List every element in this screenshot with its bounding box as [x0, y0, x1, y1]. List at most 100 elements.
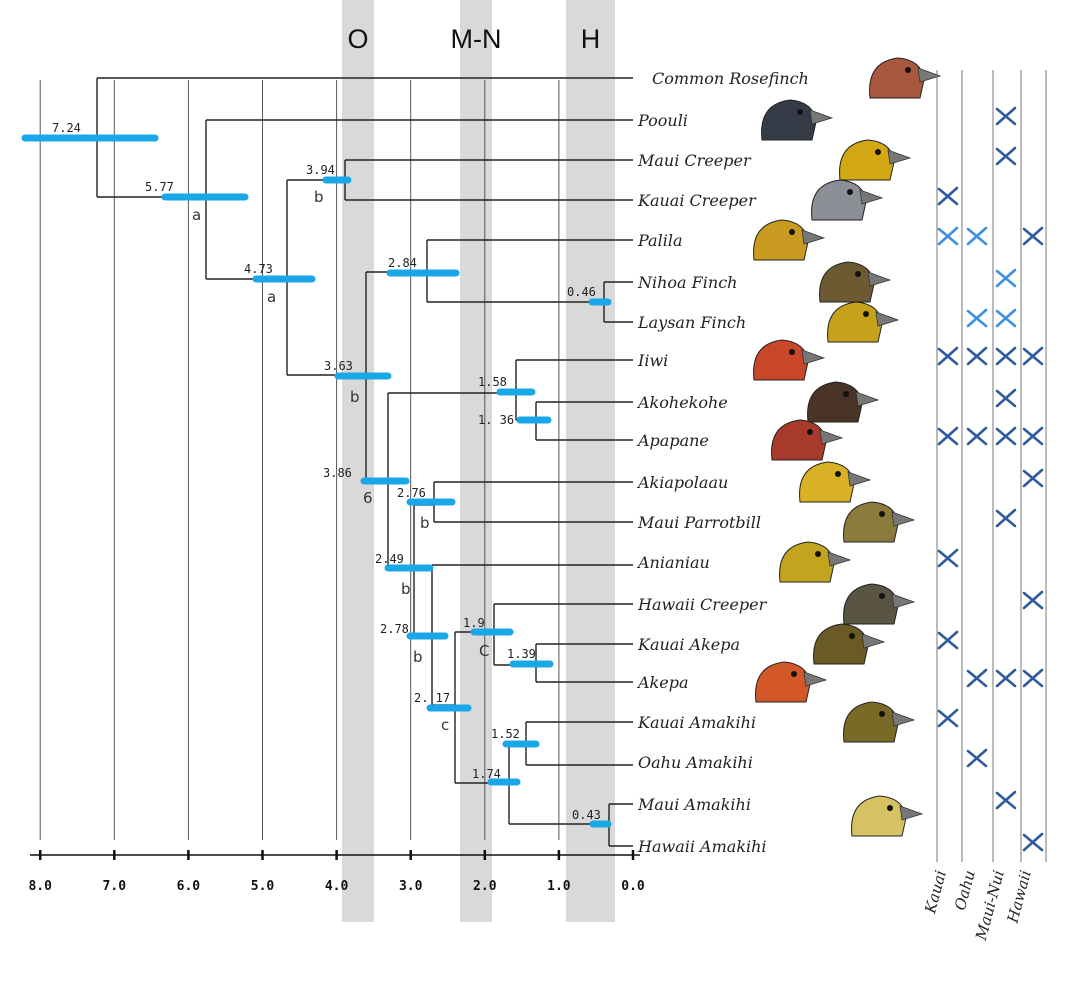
eye-icon [879, 511, 885, 517]
species-name: Akohekohe [636, 393, 728, 412]
presence-x-mark [937, 226, 959, 246]
time-band [566, 0, 615, 922]
eye-icon [905, 67, 911, 73]
presence-x-mark [937, 548, 959, 568]
species-name: Akiapolaau [636, 473, 728, 492]
species-name: Kauai Akepa [637, 635, 740, 654]
node-age-label: 1.74 [472, 767, 501, 781]
species-name: Anianiau [636, 553, 710, 572]
eye-icon [849, 633, 855, 639]
species-name: Palila [637, 231, 682, 250]
beak-icon [847, 471, 872, 487]
node-group-letter: C [479, 642, 489, 660]
node-group-letter: a [192, 206, 201, 224]
presence-x-mark [937, 346, 959, 366]
eye-icon [863, 311, 869, 317]
island-label: Oahu [951, 868, 979, 912]
time-band [460, 0, 492, 922]
node-group-letter: b [314, 188, 324, 206]
presence-x-mark [995, 508, 1017, 528]
species-name: Maui Creeper [637, 151, 752, 170]
eye-icon [843, 391, 849, 397]
node-age-label: 4.73 [244, 262, 273, 276]
axis-tick-label: 5.0 [251, 879, 275, 894]
presence-x-mark [1022, 226, 1044, 246]
beak-icon [801, 229, 826, 245]
node-age-label: 3.94 [306, 163, 335, 177]
beak-icon [859, 189, 884, 205]
axis-tick-label: 2.0 [473, 879, 497, 894]
species-name: Iiwi [637, 351, 668, 370]
presence-x-mark [937, 630, 959, 650]
presence-x-mark [937, 708, 959, 728]
species-name: Poouli [637, 111, 688, 130]
node-age-label: 7.24 [52, 121, 81, 135]
node-group-letter: b [401, 580, 411, 598]
presence-x-mark [1022, 426, 1044, 446]
island-label: Kauai [921, 868, 950, 916]
node-age-label: 1.9 [463, 616, 485, 630]
eye-icon [847, 189, 853, 195]
akiapolaau-head-icon [799, 461, 855, 503]
palila-head-icon [753, 219, 809, 261]
presence-x-mark [937, 426, 959, 446]
band-label: O [347, 24, 368, 54]
node-age-label: 5.77 [145, 180, 174, 194]
island-label: Maui-Nui [972, 868, 1008, 943]
apapane-head-icon [771, 419, 827, 461]
species-name: Kauai Amakihi [637, 713, 756, 732]
species-name: Kauai Creeper [637, 191, 757, 210]
axis-tick-label: 3.0 [399, 879, 423, 894]
species-name: Maui Parrotbill [637, 513, 761, 532]
node-age-label: 2. 17 [414, 691, 450, 705]
node-age-label: 0.43 [572, 808, 601, 822]
beak-icon [899, 805, 924, 821]
laysan-finch-head-icon [827, 301, 883, 343]
band-label: M-N [451, 24, 502, 54]
eye-icon [797, 109, 803, 115]
time-band [342, 0, 374, 922]
axis-tick-label: 4.0 [325, 879, 349, 894]
node-age-label: 1.52 [491, 727, 520, 741]
species-name: Common Rosefinch [652, 69, 809, 88]
nihoa-finch-head-icon [819, 261, 875, 303]
eye-icon [879, 593, 885, 599]
node-age-label: 1. 36 [478, 413, 514, 427]
eye-icon [879, 711, 885, 717]
kauai-creeper-head-icon [811, 179, 867, 221]
species-name: Nihoa Finch [637, 273, 737, 292]
presence-x-mark [937, 186, 959, 206]
beak-icon [809, 109, 834, 125]
presence-x-mark [966, 346, 988, 366]
node-group-letter: 6 [363, 489, 373, 507]
presence-x-mark [995, 668, 1017, 688]
presence-x-mark [966, 426, 988, 446]
node-group-letter: b [413, 648, 423, 666]
presence-x-mark [1022, 346, 1044, 366]
beak-icon [819, 429, 844, 445]
kauai-amakihi-head-icon [843, 701, 899, 743]
presence-x-mark [995, 106, 1017, 126]
node-group-letter: b [350, 388, 360, 406]
maui-parrotbill-head-icon [843, 501, 899, 543]
axis-tick-label: 0.0 [621, 879, 645, 894]
poouli-head-icon [761, 99, 817, 141]
beak-icon [875, 311, 900, 327]
beak-icon [861, 633, 886, 649]
node-group-letter: a [267, 288, 276, 306]
anianiau-head-icon [779, 541, 835, 583]
species-name: Hawaii Creeper [637, 595, 768, 614]
beak-icon [891, 711, 916, 727]
eye-icon [855, 271, 861, 277]
presence-x-mark [995, 268, 1017, 288]
eye-icon [807, 429, 813, 435]
species-name: Hawaii Amakihi [637, 837, 767, 856]
eye-icon [835, 471, 841, 477]
presence-x-mark [966, 226, 988, 246]
axis-tick-label: 7.0 [103, 879, 127, 894]
beak-icon [855, 391, 880, 407]
akohekohe-head-icon [807, 381, 863, 423]
presence-x-mark [995, 346, 1017, 366]
eye-icon [789, 349, 795, 355]
akepa-head-icon [755, 661, 811, 703]
